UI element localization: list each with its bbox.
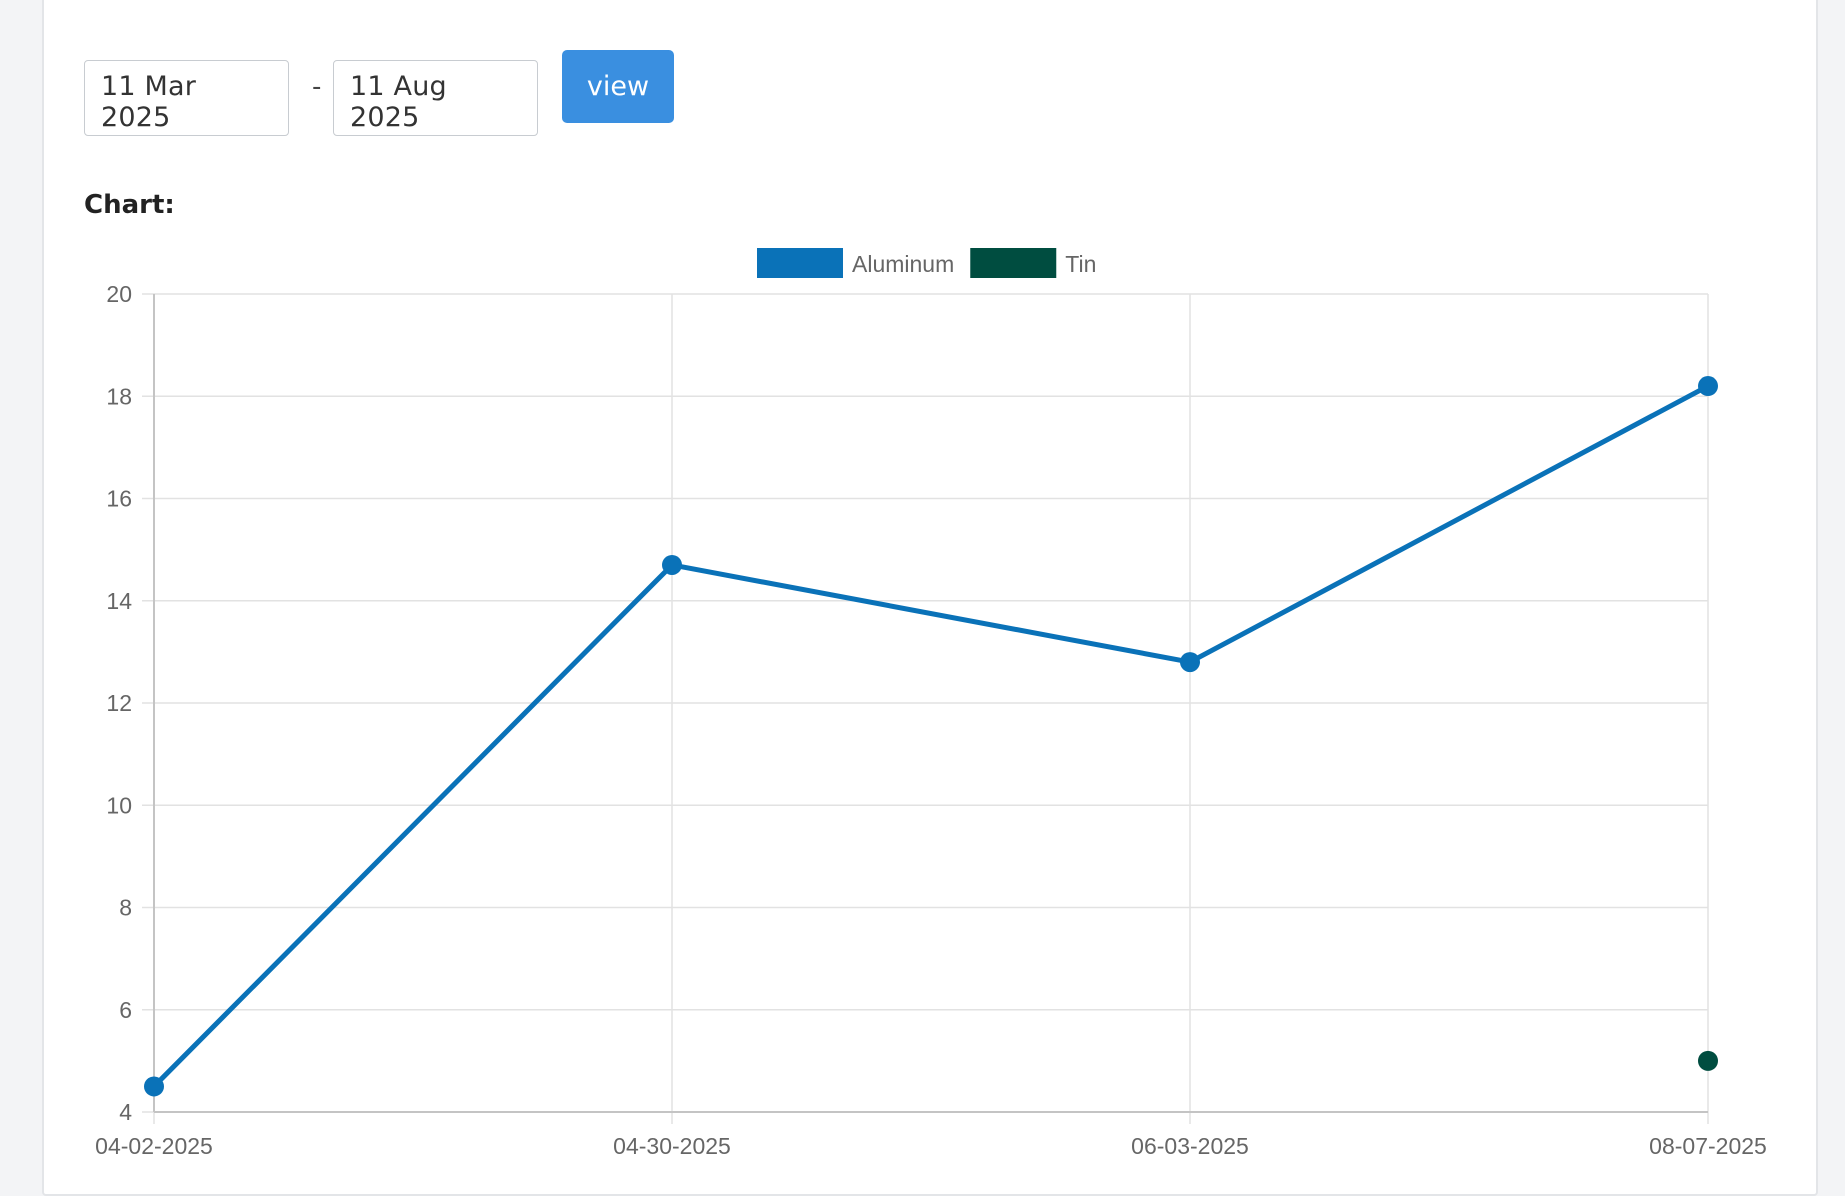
y-tick-label: 8 [119, 895, 132, 921]
tin-legend-label[interactable]: Tin [1065, 251, 1096, 277]
y-tick-label: 6 [119, 997, 132, 1023]
date-range-separator: - [312, 72, 322, 102]
y-tick-label: 14 [106, 588, 132, 614]
x-tick-label: 04-02-2025 [95, 1133, 213, 1159]
x-tick-label: 08-07-2025 [1649, 1133, 1767, 1159]
end-date-input[interactable]: 11 Aug 2025 [333, 60, 538, 136]
aluminum-series-line [152, 383, 1710, 1089]
tin-data-point[interactable] [1698, 1050, 1718, 1071]
aluminum-legend-swatch[interactable] [757, 248, 843, 278]
x-tick-label: 04-30-2025 [613, 1133, 731, 1159]
aluminum-data-point[interactable] [1180, 652, 1200, 673]
view-button[interactable]: view [562, 50, 674, 123]
start-date-input[interactable]: 11 Mar 2025 [84, 60, 289, 136]
y-tick-label: 12 [106, 690, 132, 716]
y-tick-label: 10 [106, 792, 132, 818]
y-tick-label: 4 [119, 1099, 132, 1125]
aluminum-data-point[interactable] [662, 554, 682, 575]
aluminum-legend-label[interactable]: Aluminum [852, 251, 954, 277]
y-tick-label: 16 [106, 486, 132, 512]
chart-heading: Chart: [84, 190, 175, 220]
y-tick-label: 18 [106, 383, 132, 409]
y-tick-label: 20 [106, 281, 132, 307]
aluminum-data-point[interactable] [144, 1076, 164, 1097]
x-tick-label: 06-03-2025 [1131, 1133, 1249, 1159]
tin-legend-swatch[interactable] [970, 248, 1057, 278]
content-panel [42, 0, 1818, 1196]
aluminum-data-point[interactable] [1698, 376, 1718, 397]
